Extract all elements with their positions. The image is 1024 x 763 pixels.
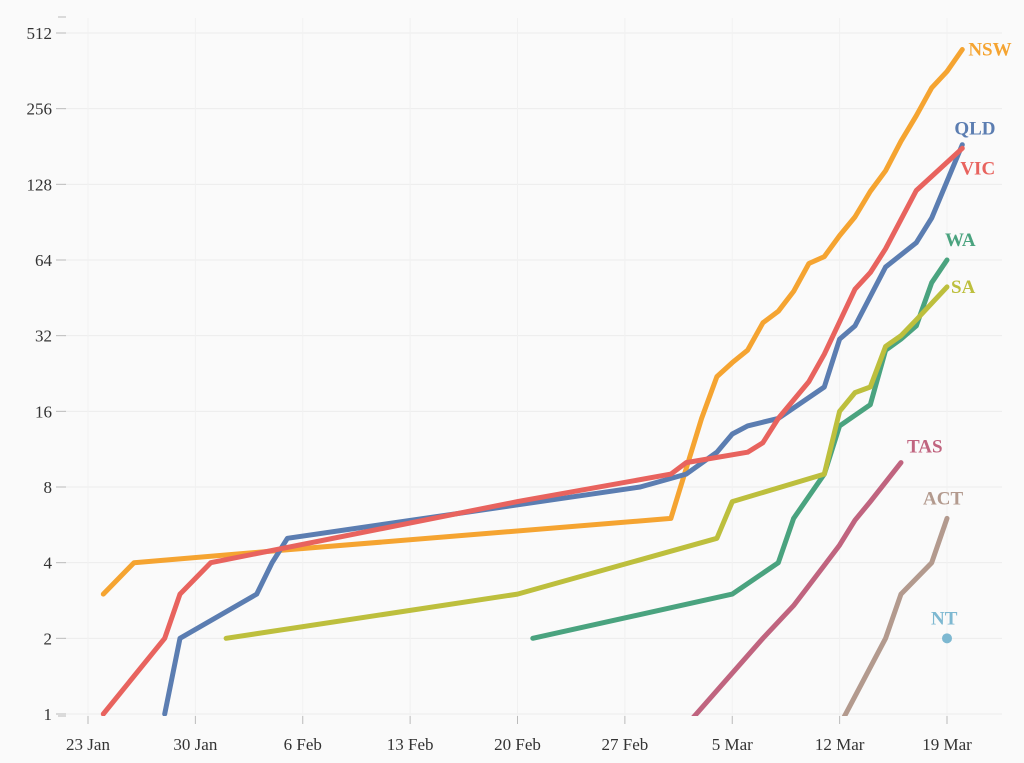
y-tick-label: 8 xyxy=(44,478,53,497)
x-tick-label: 6 Feb xyxy=(284,735,322,754)
tas-label: TAS xyxy=(907,437,943,458)
x-tick-label: 20 Feb xyxy=(494,735,541,754)
y-tick-label: 1 xyxy=(44,705,53,724)
y-tick-label: 64 xyxy=(35,251,53,270)
axes: 1 2 4 8 16 32 64 128 256 512 23 Jan 30 Jan 6 Feb 13 F… xyxy=(27,16,972,754)
wa-line xyxy=(530,257,950,641)
sa-label: SA xyxy=(951,277,976,298)
tas-line xyxy=(691,460,904,716)
act-label: ACT xyxy=(923,488,963,509)
nt-point xyxy=(942,633,952,644)
y-tick-label: 16 xyxy=(35,402,52,421)
x-tick-label: 19 Mar xyxy=(922,735,972,754)
grid-lines xyxy=(64,18,1002,716)
sa-line xyxy=(223,284,950,641)
y-tick-label: 32 xyxy=(35,327,52,346)
y-tick-label: 2 xyxy=(44,629,53,648)
x-tick-label: 30 Jan xyxy=(173,735,217,754)
wa-label: WA xyxy=(945,230,976,251)
qld-label: QLD xyxy=(954,119,995,140)
y-tick-label: 4 xyxy=(44,554,53,573)
x-tick-label: 13 Feb xyxy=(387,735,434,754)
vic-line xyxy=(100,145,965,716)
y-tick-label: 256 xyxy=(27,100,53,119)
qld-line xyxy=(162,142,965,716)
nsw-label: NSW xyxy=(968,40,1011,61)
act-line xyxy=(841,515,950,716)
series-lines xyxy=(100,47,965,716)
x-tick-label: 12 Mar xyxy=(815,735,865,754)
x-tick-label: 23 Jan xyxy=(66,735,110,754)
y-tick-label: 512 xyxy=(27,24,53,43)
vic-label: VIC xyxy=(960,158,995,179)
nt-label: NT xyxy=(931,608,958,629)
x-tick-label: 27 Feb xyxy=(602,735,649,754)
x-tick-label: 5 Mar xyxy=(712,735,753,754)
series-labels: NSW QLD VIC WA SA TAS ACT NT xyxy=(907,40,1012,630)
y-tick-label: 128 xyxy=(27,175,53,194)
nsw-line xyxy=(100,47,965,597)
